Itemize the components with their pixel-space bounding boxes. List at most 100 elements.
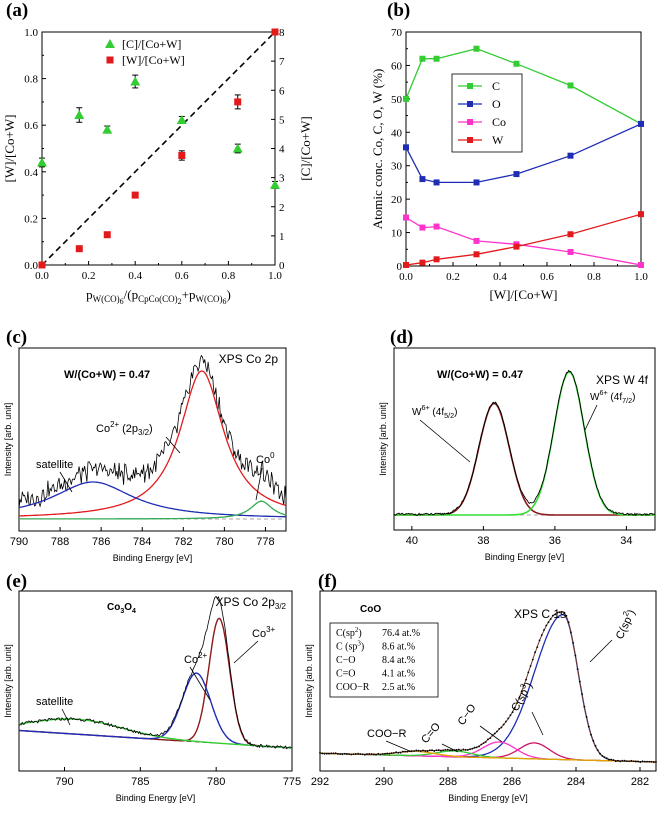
text-part: ) (454, 407, 457, 418)
text-part: 6+ (599, 388, 607, 397)
x-tick-label: 1.0 (268, 270, 282, 282)
x-tick-label: 0.2 (446, 271, 460, 283)
data-point (399, 751, 402, 754)
data-point-O (638, 120, 644, 127)
x-tick-label: 284 (567, 776, 585, 788)
x-tick-label: 0.2 (82, 270, 96, 282)
legend-label: W (492, 133, 504, 147)
text-part: 3/2 (275, 602, 287, 611)
data-point (563, 612, 566, 615)
x-axis-label: Binding Energy [eV] (485, 552, 565, 562)
data-point (413, 750, 415, 752)
data-point (395, 751, 398, 754)
data-point (561, 611, 563, 613)
data-point (330, 752, 333, 755)
text-part: 2+ (198, 651, 207, 660)
data-point (334, 752, 337, 755)
text-part: ) (358, 628, 361, 639)
data-point (406, 750, 409, 753)
fit-component (320, 741, 656, 763)
data-point (325, 752, 328, 755)
data-point-Co (433, 223, 440, 230)
data-point (361, 753, 364, 756)
text-part: 3+ (266, 625, 275, 634)
data-point-C (513, 60, 520, 67)
data-point-O (403, 144, 409, 151)
data-point (493, 732, 496, 735)
measured-spectrum (393, 369, 656, 517)
data-point (375, 753, 377, 756)
measured-spectrum (18, 595, 293, 750)
data-point-W (419, 259, 426, 266)
text-part: /(p (124, 287, 138, 302)
label-pointer (59, 471, 73, 493)
data-point (462, 748, 465, 751)
data-point (605, 757, 608, 760)
data-point (612, 759, 615, 761)
data-point (339, 753, 342, 756)
y-tick-label: 0 (397, 261, 403, 273)
composition-annotation: Co3O4 (107, 602, 136, 615)
x-tick-label: 790 (10, 536, 28, 548)
y-axis-label: Intensity [arb. unit] (3, 403, 13, 477)
data-point (500, 726, 503, 729)
data-point (641, 760, 644, 763)
data-point (482, 742, 485, 745)
data-point (536, 646, 539, 649)
data-point (390, 752, 393, 755)
fit-component (19, 500, 287, 520)
data-point (502, 723, 505, 726)
fit-component (18, 718, 293, 749)
y2-tick-label: 1 (279, 231, 285, 243)
text-part: ) (226, 287, 230, 302)
peak-label: C(sp3) (507, 679, 536, 714)
y2-tick-label: 6 (279, 85, 285, 97)
text-part: ) (361, 642, 364, 653)
spectrum-title: XPS W 4f (596, 373, 649, 387)
text-part: 3/2 (138, 428, 149, 437)
text-part: W(CO) (93, 294, 120, 304)
peak-label: W6+ (4f7/2) (590, 388, 635, 405)
data-point (652, 761, 655, 764)
data-point-Co (638, 261, 644, 268)
data-point (632, 760, 635, 763)
data-point (505, 720, 507, 723)
y-tick-label: 70 (391, 27, 403, 39)
text-part: COO−R (367, 728, 406, 740)
data-point (433, 750, 436, 752)
text-part: C(sp (336, 628, 355, 639)
data-point-triangle (102, 124, 113, 134)
data-point-square (234, 98, 242, 106)
data-point (386, 752, 389, 755)
table-component: C−O (336, 655, 356, 666)
data-point (368, 753, 371, 755)
plot-frame (319, 590, 657, 772)
data-point (509, 714, 512, 717)
label-pointer (385, 740, 413, 753)
y-tick-label: 50 (391, 94, 403, 106)
data-point-O (433, 179, 440, 186)
text-part: Co (107, 602, 120, 613)
data-point (596, 749, 599, 751)
data-point (529, 665, 532, 667)
x-tick-label: 288 (439, 776, 457, 788)
table-component: C (sp3) (336, 640, 364, 653)
data-point (370, 753, 373, 755)
x-axis-label: Binding Energy [eV] (116, 793, 196, 803)
table-component: C=O (336, 669, 356, 680)
text-part: W (590, 392, 600, 403)
spectrum-title: XPS C 1s (514, 607, 566, 621)
x-tick-label: 0.0 (399, 271, 413, 283)
data-point (337, 753, 339, 755)
data-point (531, 658, 534, 661)
data-point (567, 621, 570, 624)
data-point-W (567, 231, 574, 238)
x-tick-label: 290 (375, 776, 393, 788)
data-point (525, 678, 527, 681)
x-tick-label: 780 (215, 536, 233, 548)
text-part: Co (184, 654, 198, 666)
data-point (590, 733, 592, 736)
data-point (637, 760, 639, 763)
text-part: 6 (222, 297, 226, 306)
y2-tick-label: 7 (279, 56, 285, 68)
